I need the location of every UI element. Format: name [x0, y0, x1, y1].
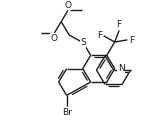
Text: O: O	[51, 34, 58, 43]
Text: N: N	[118, 64, 125, 73]
Text: F: F	[129, 36, 134, 45]
Text: F: F	[97, 31, 102, 40]
Text: S: S	[80, 38, 86, 47]
Text: Br: Br	[62, 108, 72, 117]
Text: F: F	[116, 20, 121, 29]
Text: O: O	[64, 1, 71, 10]
